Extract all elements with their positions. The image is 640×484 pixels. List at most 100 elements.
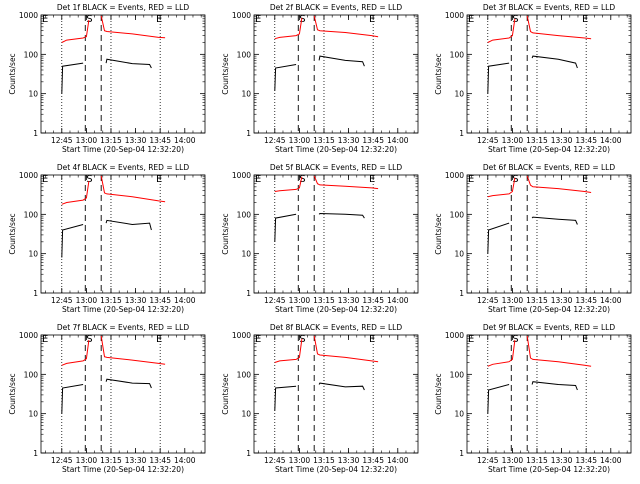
x-tick-label: 14:00: [387, 136, 409, 145]
x-tick-label: 13:15: [313, 296, 335, 305]
y-tick-label: 100: [237, 50, 252, 59]
x-tick-label: 14:00: [174, 296, 196, 305]
y-tick-label: 1: [459, 129, 464, 138]
start-marker: E: [255, 334, 261, 345]
x-tick-label: 13:00: [502, 296, 524, 305]
y-tick-label: 1000: [19, 331, 38, 340]
y-tick-label: 100: [450, 370, 465, 379]
y-tick-label: 1000: [19, 11, 38, 20]
y-tick-label: 100: [450, 50, 465, 59]
end-marker: E: [156, 174, 162, 185]
y-tick-label: 1000: [445, 331, 464, 340]
start-marker: E: [255, 174, 261, 185]
y-tick-label: 1: [33, 289, 38, 298]
x-tick-label: 13:00: [76, 456, 98, 465]
y-tick-label: 10: [241, 250, 251, 259]
series-line-events: [105, 219, 152, 231]
series-line-events: [274, 64, 297, 91]
series-line-lld: [313, 15, 379, 38]
y-tick-label: 100: [24, 210, 39, 219]
x-tick-label: 13:00: [502, 136, 524, 145]
series-line-events: [274, 385, 297, 411]
series-line-events: [318, 212, 365, 219]
x-tick-label: 13:30: [551, 456, 573, 465]
x-axis-label: Start Time (20-Sep-04 12:32:20): [275, 465, 397, 474]
x-tick-label: 13:00: [289, 456, 311, 465]
series-line-events: [61, 224, 84, 258]
y-tick-label: 1: [459, 449, 464, 458]
y-tick-label: 1000: [232, 331, 251, 340]
y-tick-label: 1: [33, 129, 38, 138]
x-tick-label: 13:45: [149, 136, 171, 145]
end-marker: E: [582, 174, 588, 185]
interval-marker: S: [299, 14, 305, 25]
series-line-lld: [100, 15, 166, 39]
series-line-lld: [61, 181, 90, 205]
y-tick-label: 100: [24, 50, 39, 59]
x-tick-label: 13:45: [575, 456, 597, 465]
series-line-events: [274, 213, 297, 242]
x-tick-label: 13:30: [338, 456, 360, 465]
x-tick-label: 12:45: [51, 456, 73, 465]
start-marker: E: [468, 174, 474, 185]
y-tick-label: 1: [246, 449, 251, 458]
y-axis-label: Counts/sec: [221, 53, 230, 94]
panel-title: Det 1f BLACK = Events, RED = LLD: [57, 3, 190, 12]
x-axis-label: Start Time (20-Sep-04 12:32:20): [62, 465, 184, 474]
series-line-lld: [61, 339, 90, 366]
interval-marker: S: [86, 174, 92, 185]
y-tick-label: 1000: [445, 171, 464, 180]
series-line-events: [61, 384, 84, 414]
x-tick-label: 12:45: [477, 456, 499, 465]
y-axis-label: Counts/sec: [434, 373, 443, 414]
y-tick-label: 1: [246, 289, 251, 298]
detector-panel-3: Det 3f BLACK = Events, RED = LLD 1 10 100 10…: [434, 3, 632, 154]
x-tick-label: 13:30: [338, 296, 360, 305]
start-marker: E: [42, 334, 48, 345]
series-line-lld: [313, 335, 379, 363]
plot-frame: [466, 14, 632, 134]
x-tick-label: 14:00: [600, 296, 622, 305]
series-line-events: [318, 382, 365, 391]
x-tick-label: 14:00: [174, 136, 196, 145]
detector-panel-7: Det 7f BLACK = Events, RED = LLD 1 10 100 10…: [8, 323, 206, 474]
detector-panel-8: Det 8f BLACK = Events, RED = LLD 1 10 100 10…: [221, 323, 419, 474]
y-axis-label: Counts/sec: [8, 53, 17, 94]
detector-panel-6: Det 6f BLACK = Events, RED = LLD 1 10 100 10…: [434, 163, 632, 314]
y-tick-label: 10: [28, 410, 38, 419]
x-tick-label: 13:45: [149, 296, 171, 305]
x-tick-label: 12:45: [51, 136, 73, 145]
panel-title: Det 7f BLACK = Events, RED = LLD: [57, 323, 190, 332]
y-axis-label: Counts/sec: [8, 373, 17, 414]
x-tick-label: 13:15: [313, 136, 335, 145]
x-tick-label: 13:00: [502, 456, 524, 465]
x-tick-label: 12:45: [477, 136, 499, 145]
end-marker: E: [369, 174, 375, 185]
y-axis-label: Counts/sec: [8, 213, 17, 254]
end-marker: E: [369, 334, 375, 345]
series-line-lld: [487, 177, 516, 198]
x-axis-label: Start Time (20-Sep-04 12:32:20): [62, 305, 184, 314]
series-line-lld: [313, 175, 379, 190]
y-tick-label: 1000: [232, 171, 251, 180]
x-tick-label: 13:15: [100, 296, 122, 305]
panel-title: Det 2f BLACK = Events, RED = LLD: [270, 3, 403, 12]
y-axis-label: Counts/sec: [221, 213, 230, 254]
start-marker: E: [255, 14, 261, 25]
interval-marker: S: [86, 334, 92, 345]
x-tick-label: 13:30: [125, 456, 147, 465]
y-tick-label: 1000: [232, 11, 251, 20]
x-tick-label: 13:45: [575, 296, 597, 305]
plot-frame: [253, 334, 419, 454]
end-marker: E: [156, 14, 162, 25]
y-tick-label: 10: [454, 410, 464, 419]
series-line-events: [531, 381, 578, 391]
series-line-lld: [100, 335, 166, 365]
detector-panel-1: Det 1f BLACK = Events, RED = LLD 1 10 100 10…: [8, 3, 206, 154]
x-tick-label: 13:45: [362, 456, 384, 465]
x-tick-label: 13:15: [313, 456, 335, 465]
series-line-lld: [526, 175, 592, 193]
plot-frame: [253, 14, 419, 134]
y-tick-label: 1000: [445, 11, 464, 20]
start-marker: E: [468, 14, 474, 25]
